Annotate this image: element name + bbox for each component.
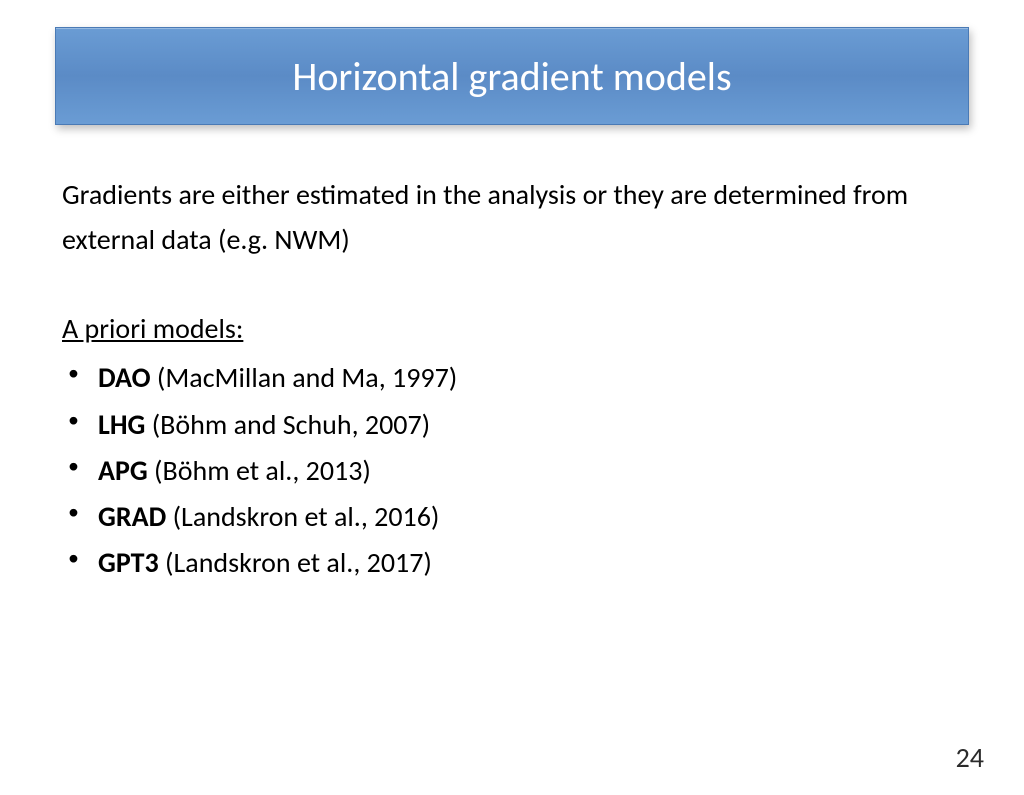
list-item: DAO (MacMillan and Ma, 1997) (62, 355, 962, 401)
page-number: 24 (956, 740, 984, 775)
model-ref: (MacMillan and Ma, 1997) (151, 360, 458, 395)
model-list: DAO (MacMillan and Ma, 1997) LHG (Böhm a… (62, 355, 962, 586)
model-ref: (Böhm and Schuh, 2007) (145, 407, 430, 442)
model-ref: (Böhm et al., 2013) (148, 453, 371, 488)
list-item: GPT3 (Landskron et al., 2017) (62, 540, 962, 586)
intro-text: Gradients are either estimated in the an… (62, 173, 962, 263)
slide-title-bar: Horizontal gradient models (55, 27, 969, 125)
list-item: APG (Böhm et al., 2013) (62, 448, 962, 494)
model-ref: (Landskron et al., 2017) (159, 545, 432, 580)
model-name: LHG (98, 407, 145, 442)
subheading: A priori models: (62, 307, 962, 352)
slide-title: Horizontal gradient models (292, 52, 731, 101)
model-ref: (Landskron et al., 2016) (166, 499, 439, 534)
list-item: LHG (Böhm and Schuh, 2007) (62, 402, 962, 448)
model-name: APG (98, 453, 148, 488)
model-name: DAO (98, 360, 151, 395)
model-name: GRAD (98, 499, 166, 534)
slide-body: Gradients are either estimated in the an… (0, 125, 1024, 586)
list-item: GRAD (Landskron et al., 2016) (62, 494, 962, 540)
model-name: GPT3 (98, 545, 159, 580)
